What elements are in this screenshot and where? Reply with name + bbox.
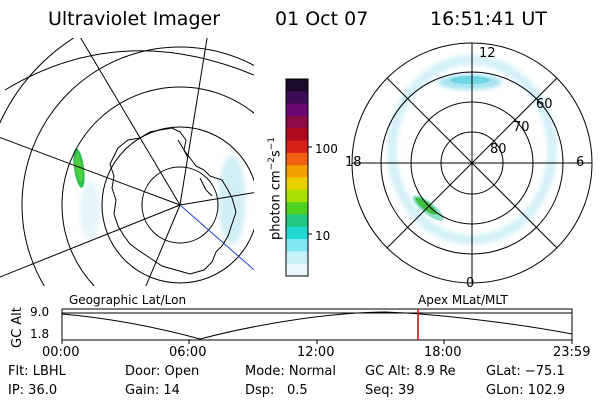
timeline-ylabel: GC Alt [10, 307, 25, 348]
antarctica-coastline [109, 127, 237, 275]
status-glat: GLat: −75.1 [486, 364, 565, 379]
status-seq: Seq: 39 [365, 383, 415, 398]
timeline-xtick-1: 06:00 [169, 345, 207, 360]
colorbar-segment [286, 177, 308, 191]
colorbar-segment [286, 152, 308, 166]
colorbar-segment [286, 91, 308, 105]
colorbar-segment [286, 239, 308, 252]
colorbar-tick-10: 10 [315, 229, 331, 243]
colorbar-segment [286, 140, 308, 154]
status-gc-alt: GC Alt: 8.9 Re [365, 364, 456, 379]
mlt-label-right: 6 [576, 155, 585, 170]
status-mode: Mode: Normal [245, 364, 336, 379]
mlt-label-top: 12 [479, 46, 496, 61]
status-dsp-value: 0.5 [287, 383, 308, 398]
colorbar-segment [286, 128, 308, 142]
timeline-xtick-2: 12:00 [297, 345, 335, 360]
colorbar-frame [285, 78, 309, 277]
colorbar-segment [286, 79, 308, 92]
time-label: 16:51:41 UT [430, 8, 547, 30]
sun-direction-line [179, 204, 254, 271]
status-gain: Gain: 14 [125, 383, 180, 398]
mlt-label-bottom: 0 [466, 276, 475, 291]
date-label: 01 Oct 07 [275, 8, 369, 30]
altitude-timeline [61, 308, 573, 344]
right-map-name: Apex MLat/MLT [418, 293, 508, 307]
timeline-xtick-3: 18:00 [424, 345, 462, 360]
orbit-altitude-curve [61, 311, 573, 340]
left-map-name: Geographic Lat/Lon [69, 293, 187, 307]
colorbar-segment [286, 165, 308, 179]
status-glon: GLon: 102.9 [486, 383, 566, 398]
colorbar-segment [286, 103, 308, 117]
timeline-ytick-top: 9.0 [30, 305, 50, 319]
colorbar-tick-100: 100 [315, 142, 338, 156]
colorbar-segment [286, 214, 308, 228]
mlat-label-80: 80 [490, 142, 507, 157]
geographic-map [0, 38, 254, 286]
timeline-xtick-4: 23:59 [553, 345, 591, 360]
colorbar [285, 78, 312, 277]
colorbar-segment [286, 115, 308, 129]
timeline-xtick-0: 00:00 [42, 345, 80, 360]
colorbar-segment [286, 226, 308, 240]
mlat-label-60: 60 [536, 97, 553, 112]
timeline-ytick-bottom: 1.8 [30, 327, 50, 341]
status-dsp-label: Dsp: [245, 383, 275, 398]
status-door: Door: Open [125, 364, 200, 379]
status-filter: Flt: LBHL [8, 364, 66, 379]
colorbar-segment [286, 251, 308, 265]
colorbar-segment [286, 263, 308, 277]
timeline-frame [61, 308, 573, 341]
instrument-title: Ultraviolet Imager [48, 8, 221, 30]
mlt-label-left: 18 [345, 155, 362, 170]
colorbar-segment [286, 189, 308, 203]
mlat-label-70: 70 [513, 120, 530, 135]
colorbar-unit-label: photon cm−2s−1 [267, 136, 284, 240]
colorbar-segment [286, 202, 308, 216]
status-ip: IP: 36.0 [8, 383, 58, 398]
aurora-haze-east [218, 155, 246, 245]
magnetic-map [351, 42, 593, 284]
